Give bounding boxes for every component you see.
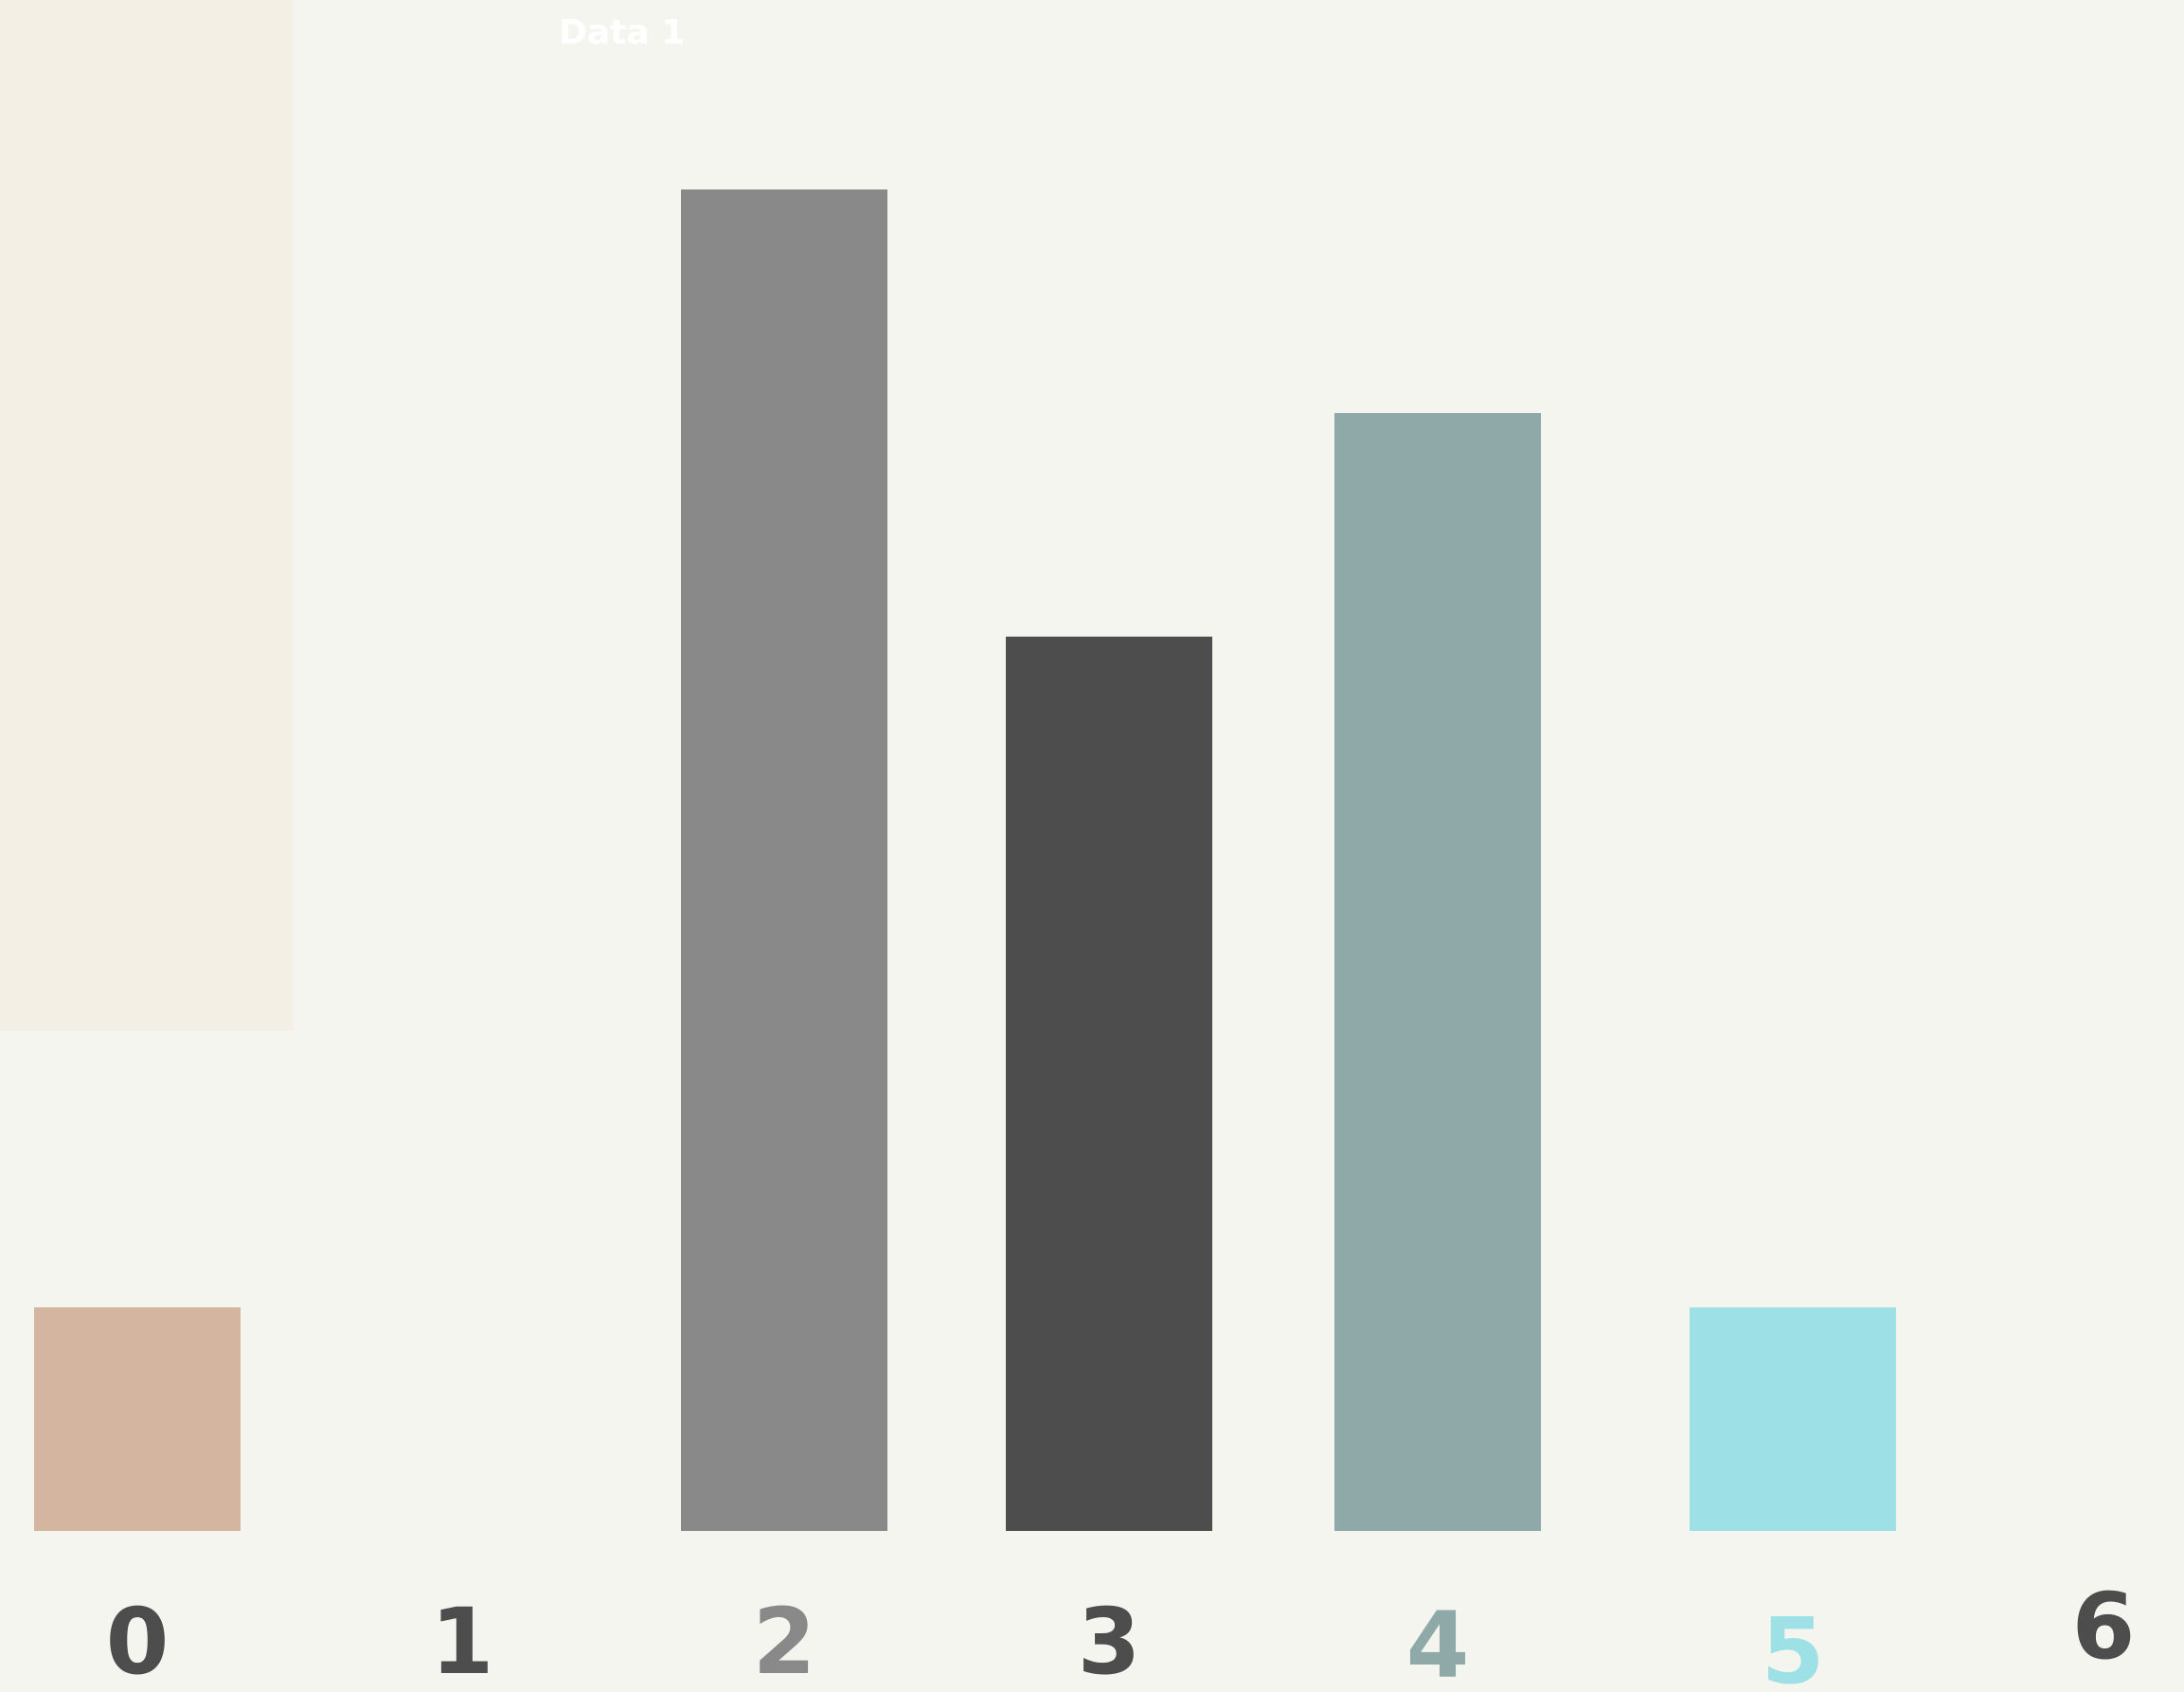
- bar-5: [1690, 1307, 1896, 1531]
- legend-swatch: [0, 0, 294, 1031]
- x-tick-label-1: 1: [431, 1589, 494, 1692]
- x-tick-labels: 0 1 2 3 4 5 6: [106, 1574, 2136, 1692]
- x-tick-label-5: 5: [1762, 1598, 1825, 1692]
- legend-label-data-1: Data 1: [559, 13, 685, 52]
- x-tick-label-3: 3: [1078, 1589, 1141, 1692]
- x-tick-label-2: 2: [753, 1589, 816, 1692]
- bars-group: [34, 189, 1896, 1531]
- bar-3: [1006, 637, 1212, 1531]
- x-tick-label-4: 4: [1406, 1593, 1470, 1692]
- x-tick-label-0: 0: [106, 1589, 170, 1692]
- x-tick-label-6: 6: [2072, 1574, 2136, 1680]
- bar-2: [681, 189, 887, 1531]
- bar-4: [1334, 413, 1541, 1531]
- legend: Data 1: [0, 0, 685, 1031]
- bar-0: [34, 1307, 241, 1531]
